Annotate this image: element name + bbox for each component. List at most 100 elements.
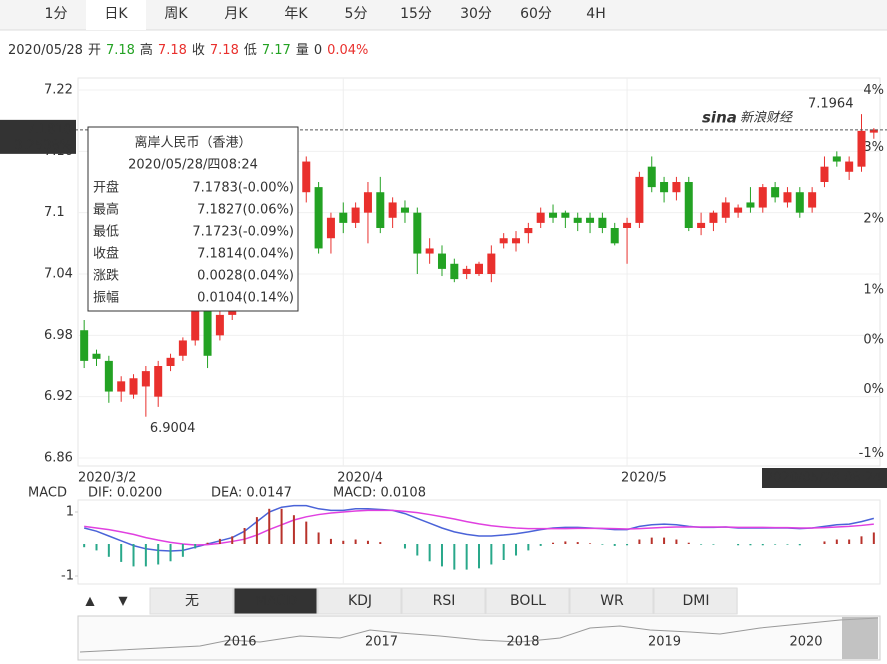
candle-body [450, 263, 459, 280]
period-tab[interactable]: 5分 [345, 6, 368, 22]
quote-item: 量 [296, 43, 309, 58]
macd-bar [774, 544, 777, 545]
macd-bar [218, 538, 221, 544]
macd-title: MACD [28, 486, 67, 501]
tooltip-date: 2020/05/28/四08:24 [128, 158, 258, 173]
macd-bar [206, 542, 209, 544]
macd-bar [638, 539, 641, 544]
tooltip-title: 离岸人民币（香港） [134, 135, 251, 151]
candle-body [425, 248, 434, 254]
tooltip-label: 收盘 [93, 246, 119, 262]
macd-bar [416, 544, 419, 556]
scroll-arrow[interactable]: ▼ [118, 594, 128, 608]
candle-body [314, 187, 323, 249]
macd-bar [268, 508, 271, 544]
period-tab[interactable]: 年K [284, 6, 308, 22]
scroll-arrow[interactable]: ▲ [85, 594, 95, 608]
indicator-tab[interactable] [149, 587, 234, 615]
indicator-tab-label[interactable]: RSI [433, 593, 456, 609]
candle-body [117, 381, 126, 392]
macd-bar [786, 544, 789, 545]
tab-active-bg [86, 0, 146, 30]
candle-body [857, 130, 866, 167]
period-tab[interactable]: 日K [104, 6, 128, 22]
macd-bar [403, 544, 406, 549]
x-tick-label: 2020/5 [621, 471, 667, 486]
macd-bar [663, 537, 666, 544]
quote-item: 收 [192, 43, 205, 58]
indicator-tab-label[interactable]: KDJ [348, 593, 372, 609]
candle-body [524, 228, 533, 234]
period-tab[interactable]: 月K [224, 6, 248, 22]
navigator-handle[interactable] [842, 617, 878, 659]
tooltip-value: 7.1827(0.06%) [197, 203, 294, 218]
indicator-tab-label[interactable]: WR [600, 593, 624, 609]
cursor-time-box [762, 468, 887, 488]
indicator-tab[interactable] [653, 587, 738, 615]
macd-bar [478, 544, 480, 569]
macd-bar [95, 544, 98, 551]
indicator-tab[interactable] [317, 587, 402, 615]
macd-bar [120, 544, 123, 562]
watermark-text: 新浪财经 [740, 110, 794, 126]
period-tab[interactable]: 60分 [520, 6, 552, 22]
navigator-year: 2018 [506, 635, 539, 650]
navigator[interactable] [77, 615, 881, 661]
candle-body [80, 330, 89, 361]
x-tick-label: 2020/3/2 [78, 471, 136, 486]
macd-bar [243, 528, 246, 544]
macd-bar [737, 544, 740, 546]
indicator-tab-label[interactable]: MACD [255, 593, 297, 609]
macd-bar [453, 544, 456, 570]
macd-bar [132, 544, 135, 567]
indicator-tab-label[interactable]: DMI [683, 593, 710, 609]
candle-body [697, 222, 706, 228]
macd-bar [194, 544, 197, 549]
candle-body [215, 314, 224, 336]
y2-tick-label: 1% [863, 283, 884, 298]
period-tab[interactable]: 4H [586, 6, 605, 22]
macd-bar [650, 537, 653, 544]
tooltip-label: 振幅 [93, 291, 119, 306]
y2-tick-label: 0% [863, 332, 884, 347]
quote-item: 7.18 [210, 43, 239, 58]
indicator-tab[interactable] [569, 587, 654, 615]
macd-bar [428, 544, 431, 562]
y2-tick-label: 4% [863, 83, 884, 98]
cursor-price-box [0, 119, 76, 154]
macd-bar [329, 538, 332, 544]
indicator-tab[interactable] [485, 587, 570, 615]
candle-body [660, 182, 669, 193]
cursor-time: 2020/05/28 08:24 [765, 471, 882, 486]
quote-item: 7.18 [106, 43, 135, 58]
macd-bar [317, 532, 320, 544]
indicator-tab[interactable] [401, 587, 486, 615]
candle-body [326, 217, 335, 239]
candle-body [302, 161, 311, 193]
navigator-year: 2016 [223, 635, 256, 650]
tooltip-box [87, 126, 299, 312]
tooltip-value: 0.0104(0.14%) [197, 291, 294, 306]
period-tab[interactable]: 30分 [460, 6, 492, 22]
x-tick-label: 2020/4 [337, 471, 383, 486]
tooltip-value: 7.1814(0.04%) [197, 247, 294, 262]
navigator-year: 2019 [648, 635, 681, 650]
indicator-tab-label[interactable]: BOLL [510, 593, 546, 609]
tooltip-value: 0.0028(0.04%) [197, 269, 294, 284]
macd-bar [835, 539, 838, 544]
macd-bar [872, 532, 875, 544]
period-tab[interactable]: 15分 [400, 6, 432, 22]
macd-legend: MACD: 0.0108 [333, 486, 426, 501]
macd-bar [305, 521, 308, 544]
period-tab[interactable]: 周K [164, 6, 188, 22]
indicator-tab[interactable] [233, 587, 318, 615]
tab-bar [0, 0, 887, 30]
macd-y-label: -1 [61, 569, 74, 584]
period-tab[interactable]: 1分 [45, 6, 68, 22]
indicator-tab-label[interactable]: 无 [185, 593, 199, 609]
cursor-price: 7.1810 [27, 122, 73, 137]
candle-body [191, 294, 200, 341]
candle-body [795, 192, 804, 213]
navigator-year: 2017 [365, 635, 398, 650]
macd-bar [626, 544, 629, 546]
